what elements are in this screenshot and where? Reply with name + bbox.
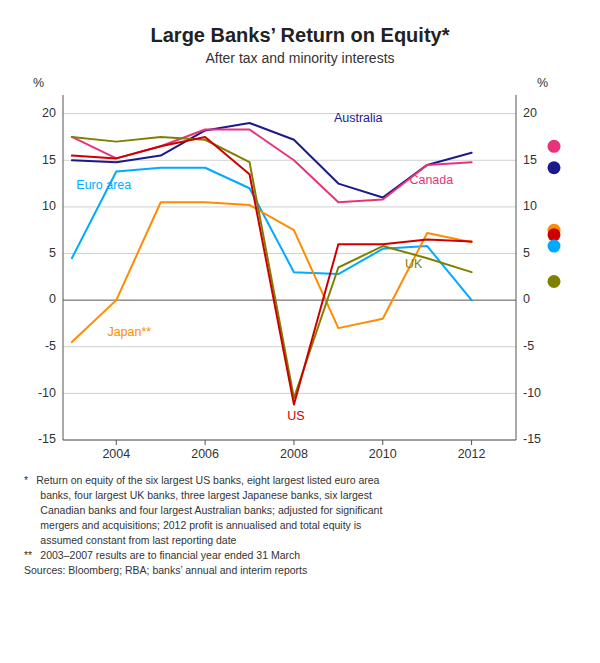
grid-line [63,393,516,394]
series-label: US [287,409,304,423]
side-dot [548,228,561,241]
x-tick [116,440,117,445]
footnote: mergers and acquisitions; 2012 profit is… [24,519,361,531]
grid-line [63,440,516,441]
y-tick-label: 5 [49,246,56,260]
x-tick-label: 2006 [191,447,219,461]
subtitle: After tax and minority interests [205,50,394,66]
series-label: Euro area [76,178,131,192]
y-axis-line [63,95,64,440]
y-tick-label: 20 [42,106,56,120]
grid-line [63,346,516,347]
chart: Large Banks’ Return on Equity* After tax … [0,0,600,663]
footnote: Canadian banks and four largest Australi… [24,504,382,516]
grid-line [63,206,516,207]
y2-tick-label: 5 [523,246,530,260]
y2-tick-label: 20 [523,106,537,120]
grid-line [63,253,516,254]
y2-tick-label: 0 [523,292,530,306]
series-label: Canada [409,173,453,187]
footnote: Sources: Bloomberg; RBA; banks’ annual a… [24,564,307,576]
side-dot [548,161,561,174]
side-dot [548,275,561,288]
y-tick-label: -10 [38,386,56,400]
series-lines [72,123,472,405]
y-tick-label: -5 [45,339,56,353]
x-tick [205,440,206,445]
series-label: UK [405,257,423,271]
y-tick-label: 10 [42,199,56,213]
footnote: banks, four largest UK banks, three larg… [24,489,372,501]
series-label: Japan** [107,325,151,339]
x-tick [382,440,383,445]
y2-tick-label: 15 [523,153,537,167]
series-line [72,123,472,198]
series-label: Australia [334,111,383,125]
x-axis-line [63,440,516,441]
y2-axis-label: % [537,76,548,90]
x-tick-label: 2012 [458,447,486,461]
x-tick-label: 2008 [280,447,308,461]
y2-tick-label: 10 [523,199,537,213]
y-tick-label: 15 [42,153,56,167]
side-dot [548,140,561,153]
side-dot [548,240,561,253]
y-tick-label: 0 [49,292,56,306]
footnote: assumed constant from last reporting dat… [24,534,237,546]
series-line [72,202,472,342]
grid [63,114,516,440]
x-tick [471,440,472,445]
y2-tick-label: -15 [523,432,541,446]
x-tick-label: 2010 [369,447,397,461]
y-tick-label: -15 [38,432,56,446]
footnote: * Return on equity of the six largest US… [24,474,380,486]
series-line [72,137,472,405]
y2-axis-line [516,95,517,440]
title: Large Banks’ Return on Equity* [151,24,450,46]
x-tick [293,440,294,445]
x-tick-label: 2004 [102,447,130,461]
y2-tick-label: -10 [523,386,541,400]
y-axis-label: % [33,76,44,90]
series-line [72,137,472,398]
footnote: ** 2003–2007 results are to financial ye… [24,549,300,561]
grid-line [63,300,516,301]
grid-line [63,113,516,114]
y2-tick-label: -5 [523,339,534,353]
